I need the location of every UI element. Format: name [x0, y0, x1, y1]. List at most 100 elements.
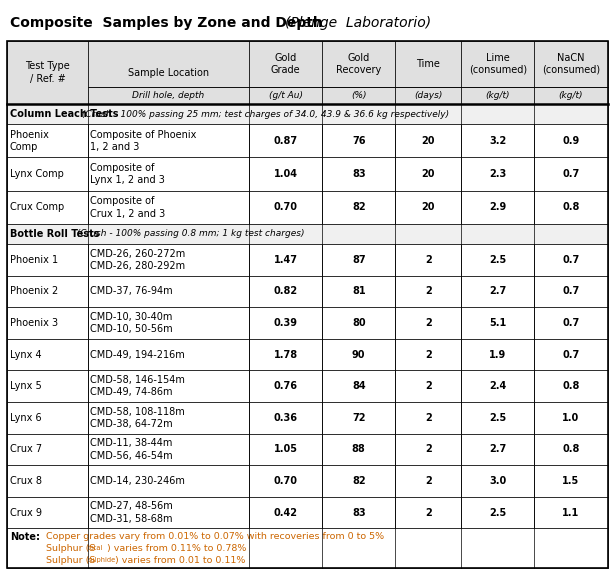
Text: 3.2: 3.2: [489, 136, 506, 146]
Text: 90: 90: [352, 349, 365, 360]
Text: 20: 20: [421, 202, 435, 213]
Text: 72: 72: [352, 413, 365, 423]
Bar: [322, 339, 395, 370]
Text: 2.7: 2.7: [489, 286, 506, 296]
Text: 2.9: 2.9: [489, 202, 506, 213]
Text: 2: 2: [425, 318, 432, 328]
Bar: [7, 191, 88, 224]
Text: 2: 2: [425, 381, 432, 391]
Text: Lynx Comp: Lynx Comp: [10, 169, 64, 179]
Bar: [7, 157, 88, 191]
Bar: [461, 191, 534, 224]
Bar: [534, 370, 608, 402]
Text: Sulphur (S: Sulphur (S: [46, 556, 95, 565]
Bar: [322, 465, 395, 497]
Text: CMD-58, 146-154m
CMD-49, 74-86m: CMD-58, 146-154m CMD-49, 74-86m: [90, 375, 185, 397]
Bar: [88, 339, 249, 370]
Text: Sulphur (S: Sulphur (S: [46, 544, 95, 553]
Text: (%): (%): [351, 91, 367, 100]
Text: 84: 84: [352, 381, 365, 391]
Text: 2.3: 2.3: [489, 169, 506, 179]
Bar: [7, 434, 88, 465]
Bar: [88, 124, 249, 157]
Bar: [7, 528, 608, 568]
Bar: [88, 497, 249, 528]
Bar: [7, 224, 608, 244]
Text: ) varies from 0.11% to 0.78%: ) varies from 0.11% to 0.78%: [107, 544, 247, 553]
Text: 2.5: 2.5: [489, 507, 506, 518]
Text: 0.42: 0.42: [274, 507, 298, 518]
Bar: [88, 370, 249, 402]
Text: 2.5: 2.5: [489, 255, 506, 264]
Text: 0.36: 0.36: [274, 413, 298, 423]
Bar: [461, 402, 534, 434]
Bar: [534, 339, 608, 370]
Text: Copper grades vary from 0.01% to 0.07% with recoveries from 0 to 5%: Copper grades vary from 0.01% to 0.07% w…: [46, 532, 384, 541]
Bar: [534, 402, 608, 434]
Text: 1.05: 1.05: [274, 445, 298, 454]
Bar: [7, 124, 88, 157]
Bar: [322, 41, 395, 87]
Bar: [395, 244, 461, 275]
Bar: [534, 191, 608, 224]
Bar: [88, 434, 249, 465]
Text: Lynx 4: Lynx 4: [10, 349, 41, 360]
Text: 3.0: 3.0: [489, 476, 506, 486]
Bar: [461, 307, 534, 339]
Text: Lime
(consumed): Lime (consumed): [469, 52, 527, 75]
Text: 82: 82: [352, 476, 365, 486]
Text: 2: 2: [425, 507, 432, 518]
Text: Sample Location: Sample Location: [128, 68, 209, 78]
Bar: [7, 339, 88, 370]
Text: 83: 83: [352, 507, 365, 518]
Text: 1.04: 1.04: [274, 169, 298, 179]
Text: Composite  Samples by Zone and Depth: Composite Samples by Zone and Depth: [10, 16, 323, 30]
Bar: [395, 465, 461, 497]
Text: 0.70: 0.70: [274, 202, 298, 213]
Bar: [322, 87, 395, 104]
Bar: [322, 124, 395, 157]
Text: Composite of
Lynx 1, 2 and 3: Composite of Lynx 1, 2 and 3: [90, 163, 165, 185]
Bar: [461, 124, 534, 157]
Text: 88: 88: [352, 445, 365, 454]
Text: Lynx 6: Lynx 6: [10, 413, 41, 423]
Text: Gold
Recovery: Gold Recovery: [336, 52, 381, 75]
Text: 76: 76: [352, 136, 365, 146]
Bar: [534, 275, 608, 307]
Text: Gold
Grade: Gold Grade: [271, 52, 300, 75]
Text: Phoenix
Comp: Phoenix Comp: [10, 129, 49, 152]
Bar: [534, 244, 608, 275]
Bar: [461, 87, 534, 104]
Text: sulphide: sulphide: [87, 557, 116, 563]
Bar: [249, 339, 322, 370]
Bar: [534, 41, 608, 87]
Text: Drill hole, depth: Drill hole, depth: [132, 91, 205, 100]
Bar: [395, 157, 461, 191]
Bar: [534, 497, 608, 528]
Text: 0.70: 0.70: [274, 476, 298, 486]
Bar: [461, 370, 534, 402]
Text: Crux 9: Crux 9: [10, 507, 42, 518]
Text: Composite of
Crux 1, 2 and 3: Composite of Crux 1, 2 and 3: [90, 196, 165, 218]
Text: Time: Time: [416, 59, 440, 69]
Bar: [7, 41, 88, 104]
Text: CMD-14, 230-246m: CMD-14, 230-246m: [90, 476, 185, 486]
Bar: [461, 465, 534, 497]
Text: 2: 2: [425, 286, 432, 296]
Bar: [249, 307, 322, 339]
Text: (kg/t): (kg/t): [559, 91, 583, 100]
Text: Phoenix 1: Phoenix 1: [10, 255, 58, 264]
Bar: [249, 244, 322, 275]
Bar: [534, 124, 608, 157]
Bar: [322, 307, 395, 339]
Text: (days): (days): [414, 91, 442, 100]
Text: CMD-49, 194-216m: CMD-49, 194-216m: [90, 349, 185, 360]
Bar: [7, 275, 88, 307]
Text: (kg/t): (kg/t): [486, 91, 510, 100]
Bar: [7, 497, 88, 528]
Text: 0.8: 0.8: [562, 202, 580, 213]
Text: 82: 82: [352, 202, 365, 213]
Bar: [534, 157, 608, 191]
Bar: [395, 434, 461, 465]
Bar: [322, 370, 395, 402]
